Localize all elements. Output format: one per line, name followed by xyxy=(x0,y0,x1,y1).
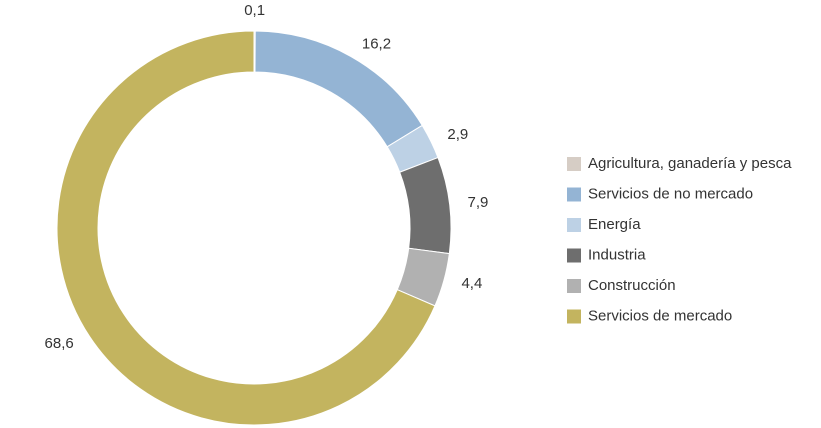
donut-segment xyxy=(399,156,452,255)
legend-label: Construcción xyxy=(588,277,676,294)
legend-swatch xyxy=(567,157,581,171)
legend-label: Servicios de no mercado xyxy=(588,185,753,202)
data-label: 0,1 xyxy=(244,2,265,19)
data-label: 7,9 xyxy=(468,194,489,211)
data-label: 4,4 xyxy=(461,275,482,292)
data-label: 68,6 xyxy=(45,335,74,352)
legend-swatch xyxy=(567,248,581,263)
legend-swatch xyxy=(567,309,581,324)
legend-swatch xyxy=(567,279,581,293)
data-label: 16,2 xyxy=(362,35,391,52)
legend-label: Energía xyxy=(588,216,641,233)
legend-label: Servicios de mercado xyxy=(588,307,732,324)
donut-segment xyxy=(254,30,423,148)
legend-label: Industria xyxy=(588,246,646,263)
donut-segment xyxy=(56,30,436,426)
legend-label: Agricultura, ganadería y pesca xyxy=(588,155,792,172)
legend-swatch xyxy=(567,218,581,232)
legend-swatch xyxy=(567,187,581,202)
data-label: 2,9 xyxy=(447,126,468,143)
